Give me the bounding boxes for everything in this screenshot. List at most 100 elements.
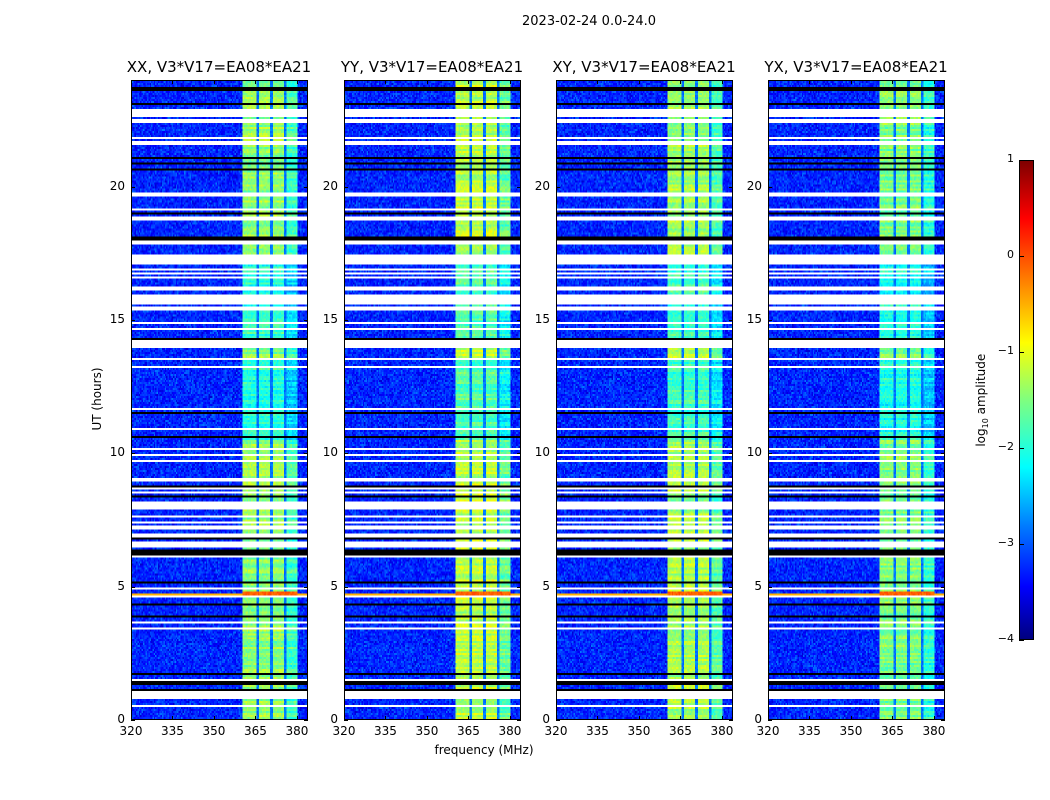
y-tick-mark xyxy=(556,453,560,455)
y-tick-mark xyxy=(517,453,521,455)
x-tick-mark xyxy=(296,80,298,84)
x-tick-mark xyxy=(255,716,257,720)
panel-title: YX, V3*V17=EA08*EA21 xyxy=(764,58,948,76)
x-tick-label: 350 xyxy=(202,724,226,738)
x-tick-mark xyxy=(213,80,215,84)
x-tick-label: 380 xyxy=(710,724,734,738)
heatmap-cells xyxy=(769,81,944,719)
y-tick-mark xyxy=(304,320,308,321)
y-tick-mark xyxy=(344,186,348,188)
x-tick-mark xyxy=(385,80,387,84)
x-tick-mark xyxy=(296,716,298,720)
y-tick-mark xyxy=(941,586,945,588)
y-tick-mark xyxy=(556,320,560,321)
x-tick-mark xyxy=(131,716,132,720)
x-tick-mark xyxy=(597,716,599,720)
x-tick-mark xyxy=(131,80,132,84)
y-tick-mark xyxy=(729,320,733,321)
y-tick-mark xyxy=(517,320,521,321)
y-tick-mark xyxy=(729,720,733,721)
x-tick-mark xyxy=(638,716,640,720)
y-tick-label: 20 xyxy=(322,178,338,193)
y-tick-mark xyxy=(517,720,521,721)
colorbar xyxy=(1019,160,1034,640)
y-axis-label: UT (hours) xyxy=(90,367,104,431)
y-tick-label: 10 xyxy=(109,445,125,460)
x-tick-label: 335 xyxy=(374,724,397,738)
colorbar-tick-label: −3 xyxy=(997,536,1014,549)
colorbar-tick-mark xyxy=(1019,448,1024,449)
heatmap-panel xyxy=(131,80,308,720)
x-tick-mark xyxy=(509,80,511,84)
x-tick-mark xyxy=(768,80,769,84)
y-tick-label: 15 xyxy=(746,312,762,326)
x-tick-label: 350 xyxy=(415,724,439,738)
y-tick-mark xyxy=(556,720,560,721)
y-tick-label: 10 xyxy=(322,445,338,460)
x-tick-mark xyxy=(468,80,470,84)
heatmap-cells xyxy=(132,81,307,719)
x-tick-label: 350 xyxy=(627,724,651,738)
colorbar-tick-mark xyxy=(1019,256,1024,257)
x-tick-mark xyxy=(255,80,257,84)
x-tick-label: 320 xyxy=(756,724,780,738)
x-tick-mark xyxy=(680,716,682,720)
y-tick-mark xyxy=(556,586,560,588)
y-tick-mark xyxy=(304,186,308,188)
y-tick-label: 0 xyxy=(542,712,550,726)
heatmap-panel xyxy=(556,80,733,720)
y-tick-mark xyxy=(344,320,348,321)
colorbar-tick-label: −2 xyxy=(997,440,1014,453)
colorbar-tick-mark xyxy=(1019,544,1024,545)
x-tick-mark xyxy=(892,80,894,84)
y-tick-mark xyxy=(131,453,135,455)
y-tick-label: 10 xyxy=(746,445,762,460)
y-tick-mark xyxy=(941,186,945,188)
colorbar-tick-label: −4 xyxy=(997,632,1014,645)
x-tick-label: 365 xyxy=(457,724,480,738)
x-tick-mark xyxy=(850,716,852,720)
x-tick-mark xyxy=(172,80,174,84)
x-tick-label: 365 xyxy=(669,724,692,738)
figure-title: 2023-02-24 0.0-24.0 xyxy=(522,14,656,29)
y-tick-label: 5 xyxy=(117,578,125,593)
y-tick-label: 15 xyxy=(534,312,550,326)
x-tick-label: 335 xyxy=(161,724,184,738)
x-tick-mark xyxy=(680,80,682,84)
x-tick-mark xyxy=(556,80,557,84)
y-tick-mark xyxy=(941,320,945,321)
y-tick-mark xyxy=(131,186,135,188)
x-tick-mark xyxy=(809,80,811,84)
heatmap-cells xyxy=(345,81,520,719)
y-tick-mark xyxy=(517,586,521,588)
y-tick-label: 5 xyxy=(330,578,338,593)
y-tick-mark xyxy=(729,586,733,588)
y-tick-mark xyxy=(344,586,348,588)
y-tick-mark xyxy=(344,453,348,455)
x-tick-label: 335 xyxy=(798,724,821,738)
colorbar-tick-label: 0 xyxy=(1007,248,1014,261)
y-tick-mark xyxy=(768,453,772,455)
y-tick-mark xyxy=(768,586,772,588)
x-tick-mark xyxy=(344,716,345,720)
y-tick-mark xyxy=(556,186,560,188)
panel-title: XY, V3*V17=EA08*EA21 xyxy=(552,58,736,76)
x-tick-mark xyxy=(768,716,769,720)
x-tick-label: 320 xyxy=(119,724,143,738)
y-tick-mark xyxy=(517,186,521,188)
x-tick-mark xyxy=(721,716,723,720)
x-tick-label: 380 xyxy=(285,724,309,738)
colorbar-tick-label: 1 xyxy=(1007,152,1014,165)
x-tick-label: 365 xyxy=(881,724,904,738)
y-tick-mark xyxy=(941,720,945,721)
colorbar-tick-label: −1 xyxy=(997,344,1014,357)
y-tick-label: 5 xyxy=(754,578,762,593)
y-tick-label: 15 xyxy=(322,312,338,326)
heatmap-cells xyxy=(557,81,732,719)
y-tick-mark xyxy=(729,186,733,188)
x-tick-mark xyxy=(172,716,174,720)
y-tick-mark xyxy=(304,453,308,455)
x-tick-mark xyxy=(344,80,345,84)
panel-title: XX, V3*V17=EA08*EA21 xyxy=(126,58,312,76)
colorbar-tick-mark xyxy=(1019,640,1024,641)
